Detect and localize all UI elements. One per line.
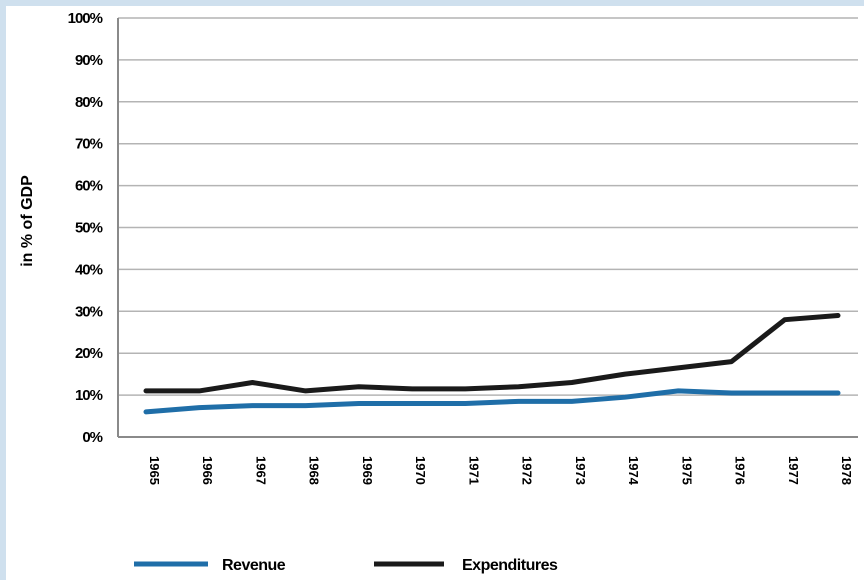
x-tick-label: 1978 [839,456,854,485]
y-tick-label: 40% [75,261,103,278]
y-tick-label: 50% [75,220,103,237]
gridlines [118,17,858,396]
x-tick-label: 1965 [147,456,162,485]
y-tick-label: 100% [68,10,103,27]
y-axis-label: in % of GDP [19,175,36,267]
x-tick-label: 1968 [307,456,322,485]
legend-label: Revenue [222,557,286,574]
x-tick-label: 1975 [679,456,694,485]
y-tick-label: 20% [75,345,103,362]
legend-label: Expenditures [462,557,558,574]
y-tick-label: 60% [75,178,103,195]
x-tick-label: 1977 [786,456,801,485]
series-lines [143,312,841,415]
legend: Revenue Expenditures [134,557,558,574]
x-tick-label: 1973 [573,456,588,485]
chart-frame: 0% 10% 20% 30% 40% 50% 60% 70% 80% 90% 100% 1965 19… [6,6,864,580]
y-tick-label: 0% [82,429,102,446]
x-tick-label: 1972 [520,456,535,485]
x-tick-label: 1974 [626,456,641,486]
y-tick-label: 70% [75,136,103,153]
line-chart: 0%10%20%30%40%50%60%70%80%90%100% 1965 19… [19,10,858,574]
series-line-0 [143,388,841,415]
x-tick-label: 1966 [200,456,215,485]
x-tick-label: 1971 [466,456,481,485]
x-tick-label: 1967 [253,456,268,485]
y-tick-label: 30% [75,303,103,320]
series-line-1 [143,312,841,394]
x-tick-label: 1969 [360,456,375,485]
x-axis-ticks: 1965 1966 1967 1968 1969 1970 1971 1972 1973 1974… [147,456,854,486]
x-tick-label: 1970 [413,456,428,485]
y-tick-label: 80% [75,94,103,111]
y-tick-label: 10% [75,387,103,404]
y-axis-ticks: 0% 10% 20% 30% 40% 50% 60% 70% 80% 90% 100% [68,10,104,446]
x-tick-label: 1976 [733,456,748,485]
y-tick-label: 90% [75,52,103,69]
